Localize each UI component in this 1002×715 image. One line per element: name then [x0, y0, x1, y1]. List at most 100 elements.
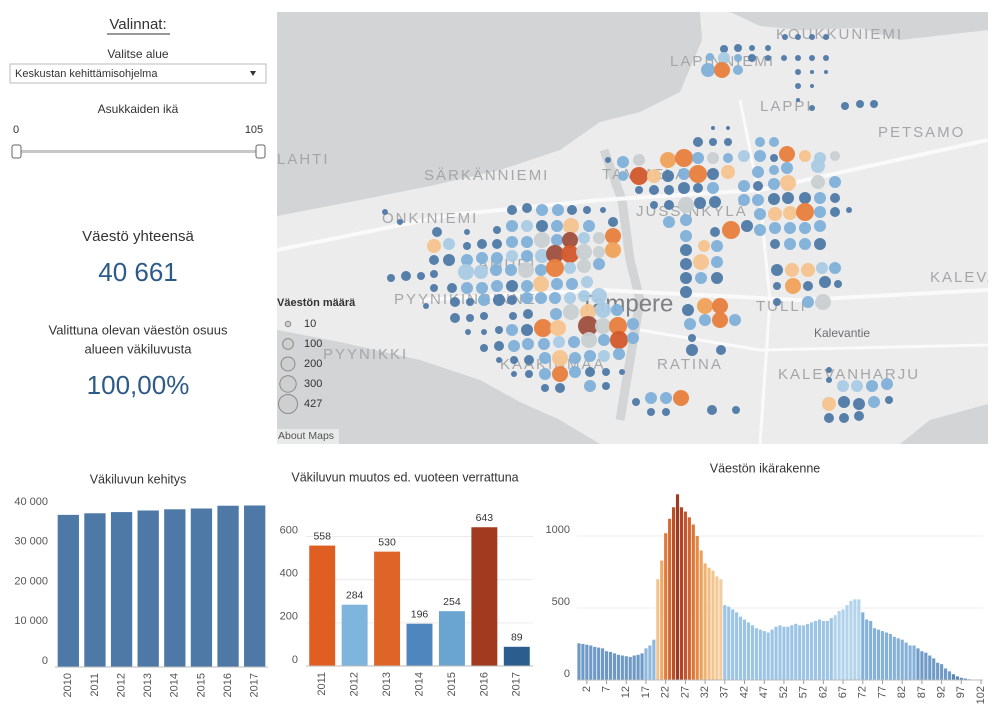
bar — [652, 639, 656, 680]
map-dot — [712, 312, 728, 328]
bar — [687, 517, 691, 680]
map-dot — [841, 102, 849, 110]
map-dot — [814, 220, 826, 232]
dropdown-arrow[interactable] — [250, 71, 256, 76]
bar — [739, 616, 743, 680]
map-dot — [605, 228, 621, 244]
data-label: 643 — [476, 512, 494, 524]
map-dot — [423, 303, 429, 309]
map-dot — [534, 232, 550, 248]
x-tick-label: 52 — [778, 686, 790, 698]
dropdown-box[interactable] — [9, 63, 267, 84]
x-tick-label: 97 — [955, 686, 967, 698]
bar — [723, 605, 727, 680]
map-dot — [709, 138, 717, 146]
map-dot — [802, 296, 814, 308]
map-dot — [795, 55, 801, 61]
map-dot — [829, 176, 841, 188]
map-dot — [480, 312, 488, 320]
bar — [711, 570, 715, 680]
x-tick-label: 47 — [758, 686, 770, 698]
map-dot — [680, 258, 692, 270]
bar — [837, 610, 841, 680]
map-dot — [507, 205, 517, 215]
map-dot — [799, 150, 811, 162]
map-dot — [769, 222, 781, 234]
bar — [691, 524, 695, 680]
x-tick-label: 22 — [660, 686, 672, 698]
map-dot — [803, 281, 813, 291]
age-max: 105 — [245, 124, 263, 136]
bar — [719, 579, 723, 680]
bar — [798, 625, 802, 680]
x-tick-label: 77 — [876, 686, 888, 698]
x-tick-label: 57 — [798, 686, 810, 698]
bar — [951, 674, 956, 680]
bar — [955, 676, 959, 680]
bar — [585, 644, 589, 680]
map-dot — [569, 366, 581, 378]
map-dot — [525, 370, 533, 378]
bar — [656, 579, 660, 680]
area-dropdown[interactable]: Keskustan kehittämisohjelma — [9, 63, 267, 84]
x-tick-label: 87 — [916, 686, 928, 698]
bar — [849, 600, 853, 680]
x-tick-label: 32 — [699, 686, 711, 698]
bar — [766, 632, 770, 680]
map-dot — [491, 252, 503, 264]
map-dot — [522, 203, 532, 213]
map-dot — [811, 175, 825, 189]
map-dot — [432, 227, 442, 237]
map-dot — [536, 204, 548, 216]
slider-handle-min[interactable] — [11, 144, 22, 159]
map-dot — [689, 165, 707, 183]
map-dot — [602, 368, 610, 376]
map-dot — [506, 324, 518, 336]
map-dot — [693, 254, 709, 270]
map-dot — [546, 245, 564, 263]
map-dot — [771, 264, 783, 276]
slider-handle-max[interactable] — [255, 144, 266, 159]
bar — [841, 609, 845, 680]
bar — [786, 626, 790, 680]
map-dot — [585, 367, 595, 377]
dropdown-value[interactable]: Keskustan kehittämisohjelma — [15, 68, 158, 80]
map-dot — [799, 222, 811, 234]
bar — [762, 631, 766, 680]
map-dot — [660, 152, 676, 168]
map-dot — [450, 297, 460, 307]
map-dot — [770, 239, 780, 249]
map-dot — [815, 294, 831, 310]
map-dot — [443, 238, 455, 250]
map-dot — [680, 230, 692, 242]
bar — [164, 509, 186, 667]
map-dot — [707, 405, 717, 415]
panel-title: Valinnat: — [109, 16, 166, 33]
map-dot — [706, 53, 714, 61]
map-dot — [709, 196, 721, 208]
map-dot — [662, 170, 674, 182]
map-dot — [688, 334, 696, 342]
map-dot — [555, 383, 565, 393]
map-dot — [567, 205, 577, 215]
map-place: ONKINIEMI — [382, 210, 478, 227]
map-dot — [598, 350, 610, 362]
map-dot — [618, 171, 628, 181]
y-tick-label: 10 000 — [14, 615, 48, 627]
map-attribution[interactable]: About Maps — [278, 430, 334, 442]
legend-title: Väestön määrä — [277, 297, 356, 309]
bar — [873, 628, 877, 680]
map-dot — [463, 242, 471, 250]
bar — [865, 619, 869, 680]
data-label: 284 — [346, 589, 364, 601]
map-dot — [851, 380, 863, 392]
map-place: LAPPI — [760, 98, 813, 115]
map-dot — [809, 34, 815, 40]
area-label: Valitse alue — [107, 47, 168, 61]
x-tick-label: 2013 — [381, 672, 393, 696]
map-dot — [602, 382, 610, 390]
bar — [636, 654, 640, 680]
data-label: 254 — [443, 596, 461, 608]
x-tick-label: 2011 — [89, 673, 101, 697]
bar — [746, 622, 751, 680]
